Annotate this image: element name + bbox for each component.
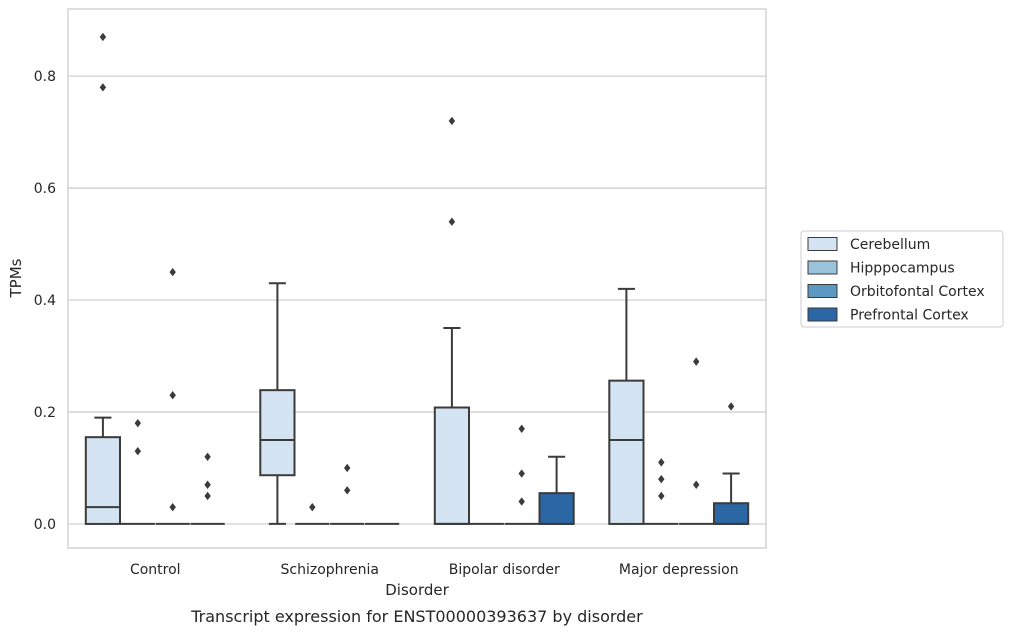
- y-tick-label: 0.6: [34, 181, 56, 197]
- legend-frame: [800, 230, 1004, 328]
- x-tick-label: Bipolar disorder: [449, 562, 560, 578]
- plot-frame: [67, 8, 767, 549]
- outlier-point: [693, 480, 700, 489]
- boxplot-group: [608, 287, 645, 525]
- y-tick-label: 0.4: [34, 293, 56, 309]
- outlier-point: [693, 357, 700, 366]
- boxplot-group: [190, 452, 225, 525]
- outlier-point: [134, 446, 141, 456]
- y-tick-label: 0.0: [34, 517, 56, 533]
- outlier-point: [99, 32, 107, 42]
- box: [712, 502, 750, 525]
- outlier-point: [658, 491, 665, 501]
- outlier-point: [658, 458, 665, 467]
- boxplot-group: [644, 458, 679, 525]
- y-gridlines: [68, 75, 766, 525]
- y-tick-label: 0.2: [34, 405, 56, 421]
- boxplot-group: [330, 463, 365, 525]
- outlier-point: [169, 267, 176, 277]
- boxplot-group: [433, 116, 471, 525]
- outlier-point: [309, 502, 316, 512]
- box: [538, 492, 575, 525]
- boxplot-group: [120, 418, 155, 525]
- legend-swatch: [807, 260, 838, 275]
- box: [608, 379, 645, 525]
- box: [259, 389, 296, 477]
- box: [433, 406, 471, 525]
- y-tick-labels: 0.0 0.2 0.4 0.6 0.8: [34, 69, 56, 533]
- outlier-point: [204, 480, 211, 489]
- outlier-point: [204, 452, 211, 461]
- x-tick-label: Control: [130, 562, 181, 578]
- boxplot-group: [679, 357, 714, 525]
- outlier-point: [204, 491, 211, 501]
- outlier-point: [518, 424, 525, 433]
- boxplots: [84, 32, 750, 525]
- legend-entry: Hipppocampus: [850, 261, 955, 277]
- outlier-point: [169, 390, 176, 400]
- boxplot-group: [295, 502, 330, 525]
- legend-entry: Cerebellum: [850, 237, 930, 253]
- boxplot-group: [259, 282, 296, 525]
- x-axis-label: Disorder: [385, 581, 449, 599]
- x-tick-labels: Control Schizophrenia Bipolar disorder Majo…: [130, 562, 739, 578]
- outlier-point: [134, 418, 141, 428]
- y-axis-label: TPMs: [7, 258, 25, 298]
- outlier-point: [448, 116, 456, 126]
- legend-swatch: [807, 307, 838, 322]
- legend-swatch: [807, 284, 838, 298]
- boxplot-group: [712, 402, 750, 525]
- box: [84, 436, 122, 525]
- outlier-point: [344, 486, 351, 495]
- outlier-point: [169, 502, 176, 512]
- boxplot-group: [84, 32, 122, 525]
- x-tick-label: Major depression: [619, 562, 739, 578]
- chart-caption: Transcript expression for ENST0000039363…: [190, 607, 643, 626]
- legend-swatch: [807, 237, 838, 251]
- outlier-point: [518, 469, 525, 478]
- outlier-point: [344, 463, 351, 473]
- x-tick-label: Schizophrenia: [281, 562, 379, 578]
- outlier-point: [658, 474, 665, 484]
- legend-entry: Orbitofontal Cortex: [850, 284, 985, 300]
- outlier-point: [727, 402, 735, 411]
- boxplot-group: [155, 267, 190, 525]
- boxplot-group: [538, 455, 575, 525]
- outlier-point: [518, 497, 525, 506]
- boxplot-group: [504, 424, 539, 525]
- outlier-point: [99, 83, 107, 92]
- legend: Cerebellum Hipppocampus Orbitofontal Corte…: [800, 230, 1004, 328]
- y-tick-label: 0.8: [34, 69, 56, 85]
- legend-entry: Prefrontal Cortex: [850, 308, 969, 324]
- outlier-point: [448, 217, 456, 226]
